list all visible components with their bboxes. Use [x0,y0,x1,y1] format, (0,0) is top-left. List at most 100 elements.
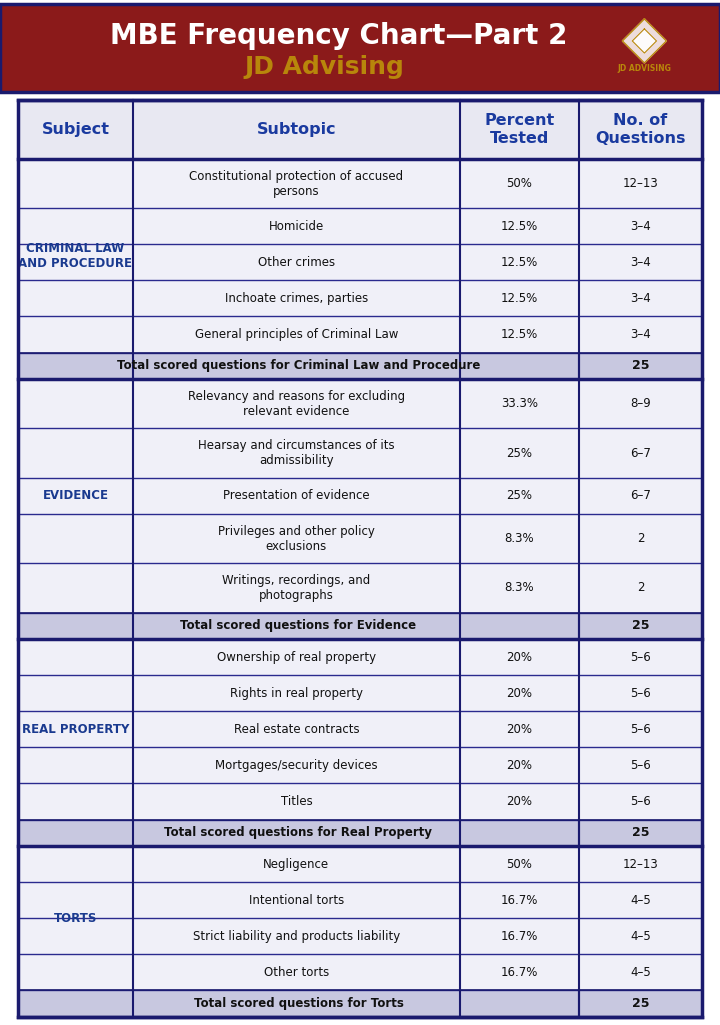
Text: Subject: Subject [42,122,109,137]
Bar [133,281,460,317]
Text: 50%: 50% [506,858,532,870]
Bar [579,478,702,514]
Text: 2: 2 [636,581,644,594]
Bar [460,783,579,820]
Text: Intentional torts: Intentional torts [249,894,344,907]
Polygon shape [622,18,667,63]
Bar [579,564,702,613]
Text: 20%: 20% [506,687,532,700]
Bar [460,954,579,990]
Text: 4–5: 4–5 [630,966,651,979]
Bar [133,711,460,747]
Bar [579,846,702,883]
Text: Homicide: Homicide [269,219,324,233]
Bar [579,208,702,244]
Text: Total scored questions for Criminal Law and Procedure: Total scored questions for Criminal Law … [117,360,480,372]
Text: 3–4: 3–4 [630,256,651,269]
Bar [460,640,579,675]
Bar [579,954,702,990]
Text: 3–4: 3–4 [630,219,651,233]
Text: No. of
Questions: No. of Questions [595,113,685,146]
Text: Other crimes: Other crimes [258,256,335,269]
Bar [460,711,579,747]
Bar [18,640,133,820]
Text: JD Advising: JD Advising [244,55,404,79]
Text: Real estate contracts: Real estate contracts [233,723,359,736]
Text: 25: 25 [631,619,649,632]
Bar [579,159,702,208]
Bar [460,747,579,783]
Text: 8–9: 8–9 [630,398,651,410]
Bar [579,883,702,918]
Text: 5–6: 5–6 [630,723,651,736]
Text: 12–13: 12–13 [623,177,658,190]
Text: 20%: 20% [506,651,532,664]
Text: Total scored questions for Torts: Total scored questions for Torts [194,997,403,1011]
Text: Other torts: Other torts [264,966,329,979]
Text: MBE Frequency Chart—Part 2: MBE Frequency Chart—Part 2 [109,22,567,49]
Text: 3–4: 3–4 [630,328,651,341]
Bar [18,159,133,353]
Bar [133,747,460,783]
Text: Ownership of real property: Ownership of real property [217,651,376,664]
Bar [460,564,579,613]
Text: REAL PROPERTY: REAL PROPERTY [22,723,129,736]
Bar [133,846,460,883]
Bar [460,244,579,281]
Text: 25: 25 [631,997,649,1011]
Bar [133,883,460,918]
Bar [579,747,702,783]
Bar [579,281,702,317]
Bar [133,783,460,820]
Bar [18,379,133,613]
Text: TORTS: TORTS [54,912,97,925]
Bar [460,428,579,478]
Bar [133,918,460,954]
Bar [460,379,579,428]
Bar [460,317,579,353]
Text: Total scored questions for Evidence: Total scored questions for Evidence [181,619,416,632]
Bar [579,379,702,428]
Text: 12.5%: 12.5% [500,292,538,304]
Text: Presentation of evidence: Presentation of evidence [223,489,369,502]
Text: 12.5%: 12.5% [500,256,538,269]
Bar [579,783,702,820]
Text: 25: 25 [631,360,649,372]
Text: 16.7%: 16.7% [500,930,538,943]
Text: 2: 2 [636,532,644,545]
Text: Negligence: Negligence [264,858,330,870]
Bar [460,675,579,711]
Bar [18,846,133,990]
Text: 20%: 20% [506,723,532,736]
Bar [460,208,579,244]
Bar [133,244,460,281]
Text: Writings, recordings, and
photographs: Writings, recordings, and photographs [222,574,371,602]
Bar [579,675,702,711]
Text: 3–4: 3–4 [630,292,651,304]
Bar [0,4,720,92]
Text: 12.5%: 12.5% [500,328,538,341]
Text: 5–6: 5–6 [630,687,651,700]
Bar [579,428,702,478]
Text: 6–7: 6–7 [630,447,651,459]
Text: 5–6: 5–6 [630,651,651,664]
Bar [18,353,702,379]
Bar [133,640,460,675]
Text: Hearsay and circumstances of its
admissibility: Hearsay and circumstances of its admissi… [198,439,395,467]
Bar [18,100,702,159]
Text: 16.7%: 16.7% [500,894,538,907]
Bar [133,564,460,613]
Text: Inchoate crimes, parties: Inchoate crimes, parties [225,292,368,304]
Bar [579,918,702,954]
Text: CRIMINAL LAW
AND PROCEDURE: CRIMINAL LAW AND PROCEDURE [19,242,132,270]
Text: 5–6: 5–6 [630,758,651,772]
Text: 8.3%: 8.3% [505,581,534,594]
Text: 20%: 20% [506,758,532,772]
Text: 12.5%: 12.5% [500,219,538,233]
Bar [133,954,460,990]
Bar [133,159,460,208]
Text: Constitutional protection of accused
persons: Constitutional protection of accused per… [189,169,403,198]
Text: 25: 25 [631,826,649,839]
Bar [460,514,579,564]
Text: 20%: 20% [506,795,532,808]
